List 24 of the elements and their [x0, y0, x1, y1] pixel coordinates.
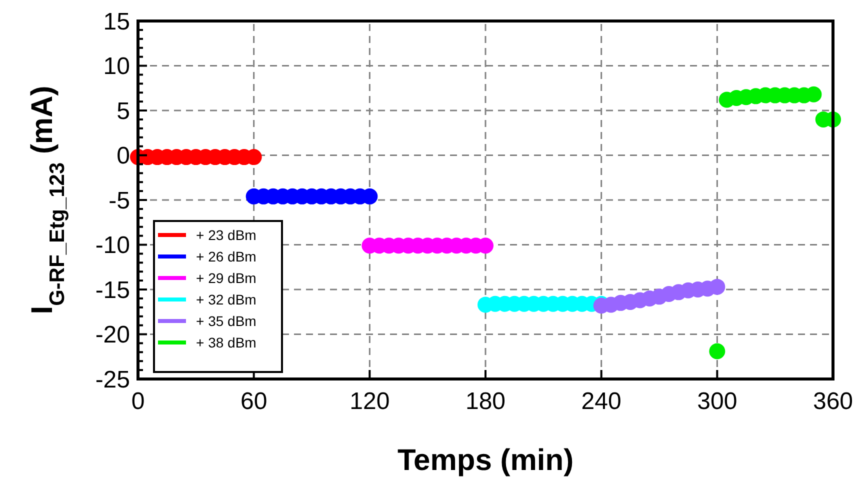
y-tick-label: -15 — [95, 276, 130, 304]
x-axis-title: Temps (min) — [397, 444, 574, 477]
x-tick-label: 240 — [581, 388, 622, 415]
point — [709, 343, 726, 360]
x-tick-label: 120 — [350, 388, 390, 415]
legend-label: + 38 dBm — [196, 334, 256, 350]
legend-label: + 29 dBm — [196, 270, 256, 286]
y-tick-label: -20 — [95, 322, 130, 349]
x-tick-label: 300 — [697, 388, 738, 415]
x-tick-label: 60 — [240, 388, 268, 415]
x-tick-label: 360 — [812, 388, 854, 415]
legend-label: + 32 dBm — [196, 291, 256, 308]
point — [709, 278, 726, 295]
y-tick-label: 10 — [103, 53, 130, 80]
y-tick-label: -10 — [95, 232, 130, 260]
legend-label: + 26 dBm — [196, 248, 256, 264]
y-tick-label: -5 — [108, 187, 130, 214]
y-tick-label: -25 — [95, 366, 130, 394]
y-tick-label: 5 — [116, 98, 130, 125]
y-tick-label: 0 — [116, 142, 130, 170]
x-tick-label: 180 — [465, 388, 506, 415]
legend-label: + 35 dBm — [196, 312, 256, 329]
legend-label: + 23 dBm — [196, 226, 256, 243]
y-tick-label: 15 — [103, 8, 130, 36]
